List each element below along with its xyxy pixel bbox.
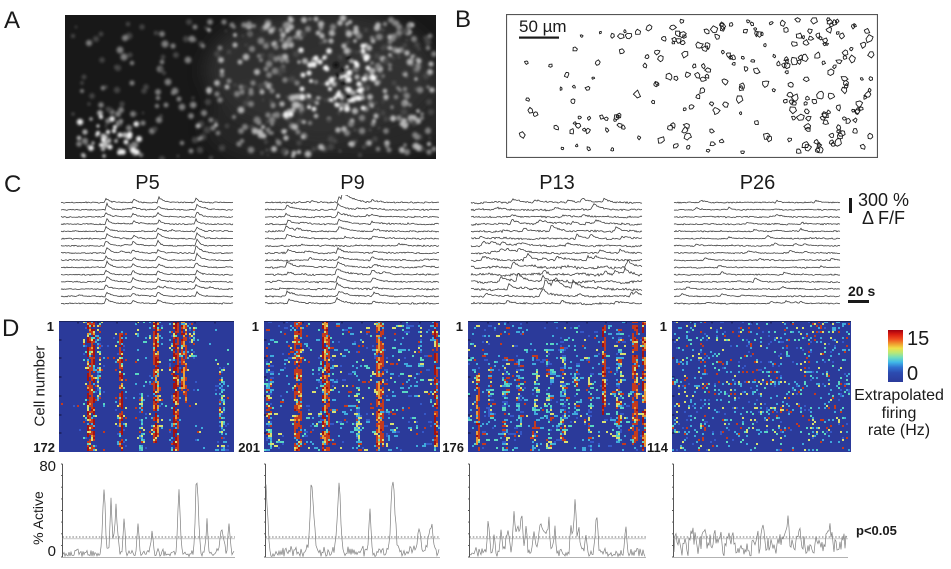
svg-text:50 µm: 50 µm <box>519 17 567 36</box>
